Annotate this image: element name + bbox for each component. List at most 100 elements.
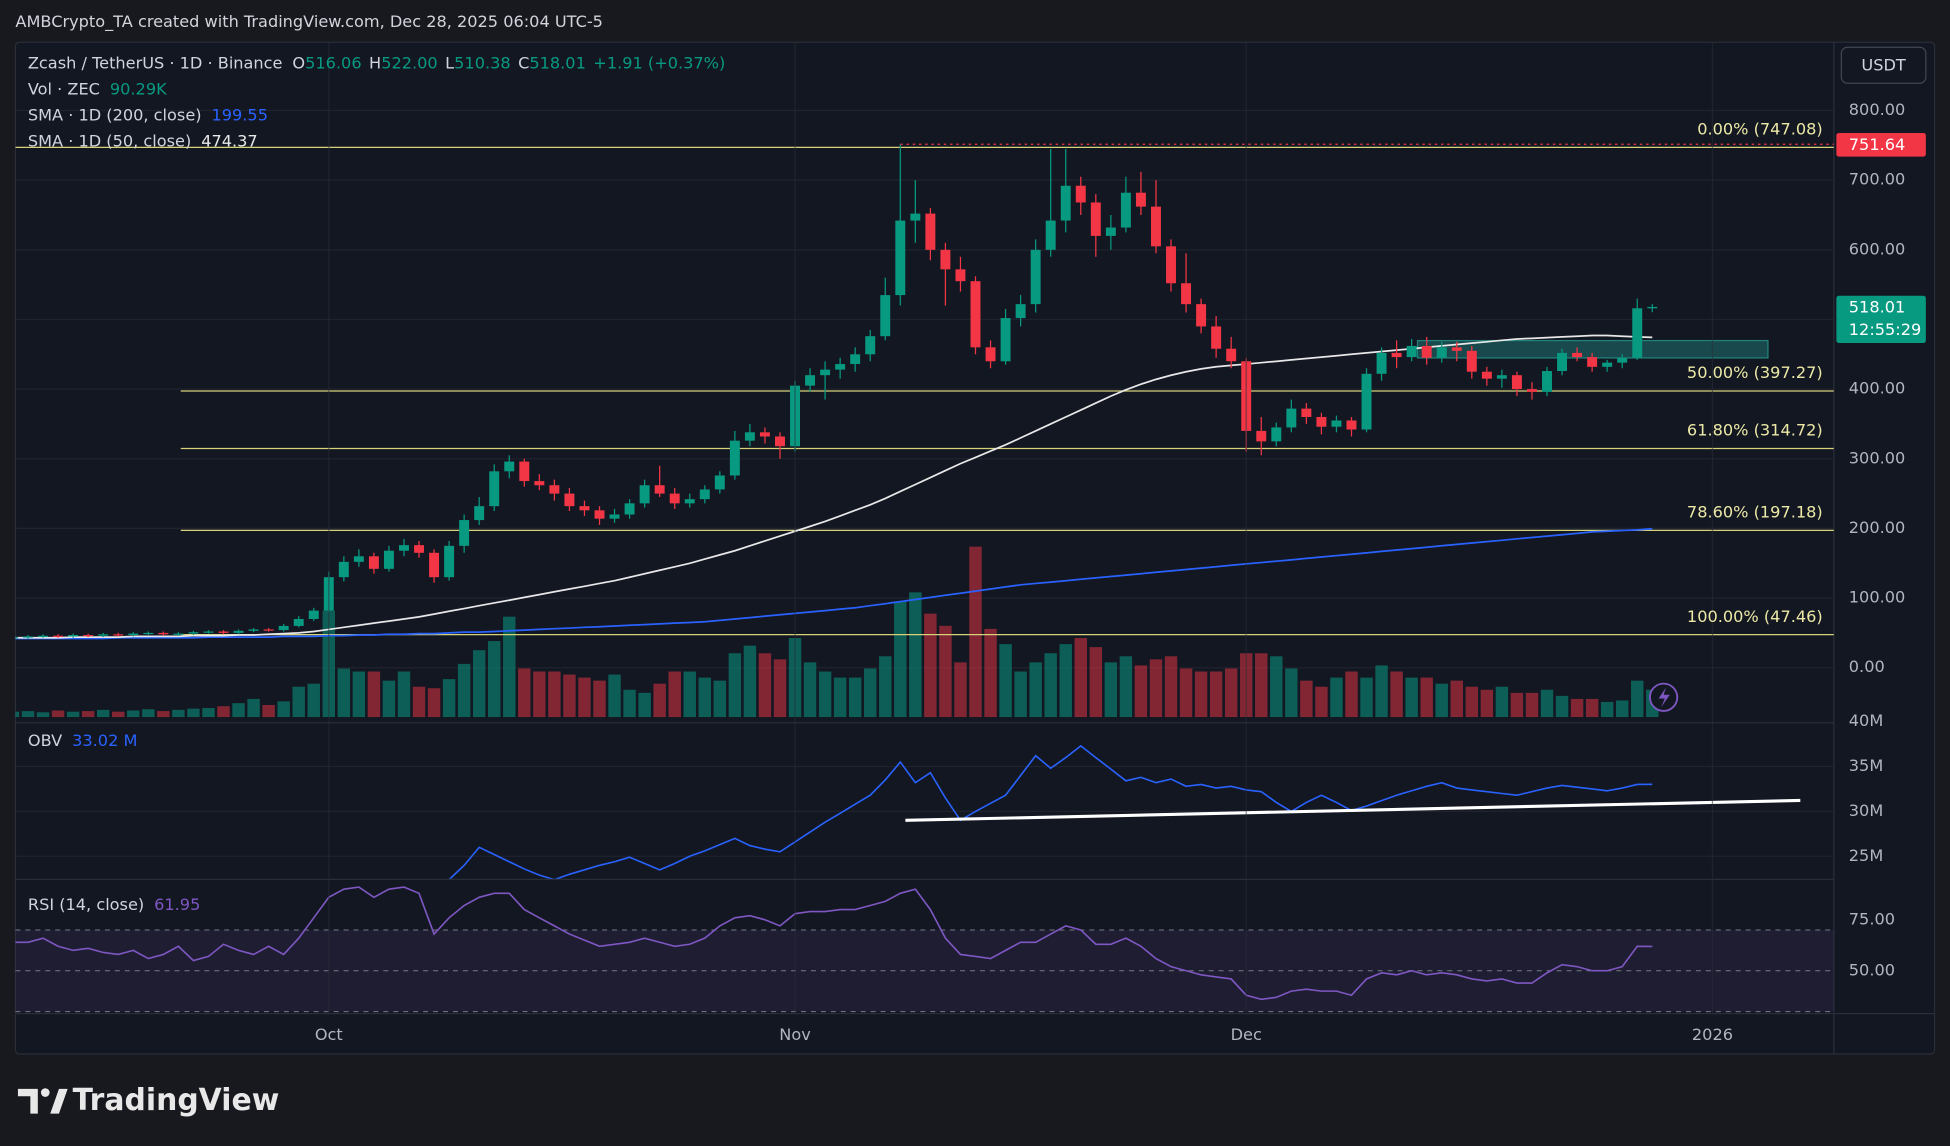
price-tag-label: 518.01 xyxy=(1849,298,1905,317)
volume-bar xyxy=(472,650,486,718)
candle-body xyxy=(850,354,861,365)
volume-bar xyxy=(412,686,426,718)
rsi-pane xyxy=(15,886,1834,1013)
axes: OctNovDec2026800.00700.00600.00500.00400… xyxy=(315,42,1926,1044)
candle-body xyxy=(338,561,349,578)
volume-bar xyxy=(1074,638,1087,718)
candle-body xyxy=(714,475,725,490)
y-tick-label: 600.00 xyxy=(1849,239,1905,258)
candle-body xyxy=(1587,357,1598,367)
volume-bar xyxy=(623,689,636,718)
ohlc-value: 522.00 xyxy=(381,53,437,72)
obv-name: OBV xyxy=(28,730,62,749)
candle-body xyxy=(1451,347,1462,351)
volume-bar xyxy=(1345,671,1358,718)
volume-bar xyxy=(578,677,591,718)
x-tick-label: Nov xyxy=(779,1025,811,1044)
candle-body xyxy=(699,489,710,500)
candle-body xyxy=(474,506,485,521)
ohlc-key: H xyxy=(369,53,381,72)
volume-bar xyxy=(1164,656,1178,718)
currency-label[interactable]: USDT xyxy=(1861,55,1905,74)
candle-body xyxy=(1181,283,1192,305)
ohlc-value: 516.06 xyxy=(305,53,361,72)
volume-bar xyxy=(969,546,982,718)
candle-body xyxy=(1256,430,1267,442)
symbol: Zcash / TetherUS · 1D · Binance xyxy=(28,53,283,72)
candle-body xyxy=(1376,352,1387,374)
candle-body xyxy=(248,629,259,631)
candle-body xyxy=(158,632,169,635)
y-tick-label: 800.00 xyxy=(1849,100,1905,119)
volume-bar xyxy=(367,671,381,718)
volume-bar xyxy=(1570,698,1584,718)
fib-label: 61.80% (314.72) xyxy=(1687,421,1823,440)
fib-label: 100.00% (47.46) xyxy=(1687,607,1823,626)
candle-body xyxy=(519,461,530,482)
candle-body xyxy=(925,213,936,250)
volume-bar xyxy=(879,656,892,718)
volume-bar xyxy=(217,706,230,718)
volume-bar xyxy=(382,680,396,718)
volume-bar xyxy=(1600,701,1614,718)
x-tick-label: Dec xyxy=(1231,1025,1262,1044)
candle-body xyxy=(1466,350,1477,372)
obv-tick-label: 25M xyxy=(1849,846,1883,865)
candle-body xyxy=(1030,249,1041,305)
candle-body xyxy=(835,364,846,370)
candle-body xyxy=(429,552,440,578)
volume-bar xyxy=(1480,689,1494,718)
volume-bar xyxy=(337,668,351,718)
volume-bar xyxy=(1194,671,1208,718)
legend-row: Zcash / TetherUS · 1D · Binance O516.06 H5… xyxy=(28,53,725,72)
currency-button[interactable] xyxy=(1840,46,1927,84)
candle-body xyxy=(459,520,470,546)
volume-bar xyxy=(638,692,651,718)
volume-bar xyxy=(713,680,727,718)
volume-bar xyxy=(984,628,997,718)
legend-row: SMA · 1D (200, close) 199.55 xyxy=(28,105,268,124)
volume-bar xyxy=(1525,692,1539,718)
lightning-icon xyxy=(1648,682,1679,712)
candle-body xyxy=(113,634,124,636)
volume-bar xyxy=(773,659,787,718)
legend-row: RSI (14, close) 61.95 xyxy=(28,894,200,913)
sma-value: 474.37 xyxy=(201,131,257,150)
credit: AMBCrypto_TA created with TradingView.co… xyxy=(15,12,603,32)
volume-bar xyxy=(36,712,50,718)
legend-row: OBV 33.02 M xyxy=(28,730,138,749)
candle-body xyxy=(38,635,49,637)
volume-bar xyxy=(96,709,110,718)
candle-body xyxy=(368,556,379,569)
candle-body xyxy=(985,347,996,362)
volume-bar xyxy=(81,711,95,718)
volume-bar xyxy=(683,671,696,718)
candle-body xyxy=(1557,352,1568,372)
candle-body xyxy=(594,510,605,519)
brand: TradingView xyxy=(73,1083,280,1118)
candle-body xyxy=(970,281,981,348)
volume-bar xyxy=(653,683,666,718)
candle-body xyxy=(654,485,665,494)
candle-body xyxy=(15,637,18,639)
volume-bar xyxy=(698,677,711,718)
candle-body xyxy=(1226,348,1237,362)
volume-bar xyxy=(1044,653,1057,718)
volume-bar xyxy=(818,671,832,718)
price-tag xyxy=(1836,133,1926,157)
candle-body xyxy=(1105,227,1116,236)
candle-body xyxy=(549,485,560,494)
candle-body xyxy=(1361,373,1372,430)
candle-body xyxy=(1015,304,1026,319)
rsi-tick-label: 50.00 xyxy=(1849,960,1895,979)
volume-bar xyxy=(1435,683,1448,718)
candle-body xyxy=(1316,416,1327,427)
candle-body xyxy=(218,631,229,633)
volume-bar xyxy=(1014,671,1027,718)
legend-row: Vol · ZEC 90.29K xyxy=(28,79,167,98)
volume-bar xyxy=(66,711,80,718)
volume-bar xyxy=(1510,692,1524,718)
candle-body xyxy=(744,432,755,441)
volume-bar xyxy=(1465,686,1479,718)
